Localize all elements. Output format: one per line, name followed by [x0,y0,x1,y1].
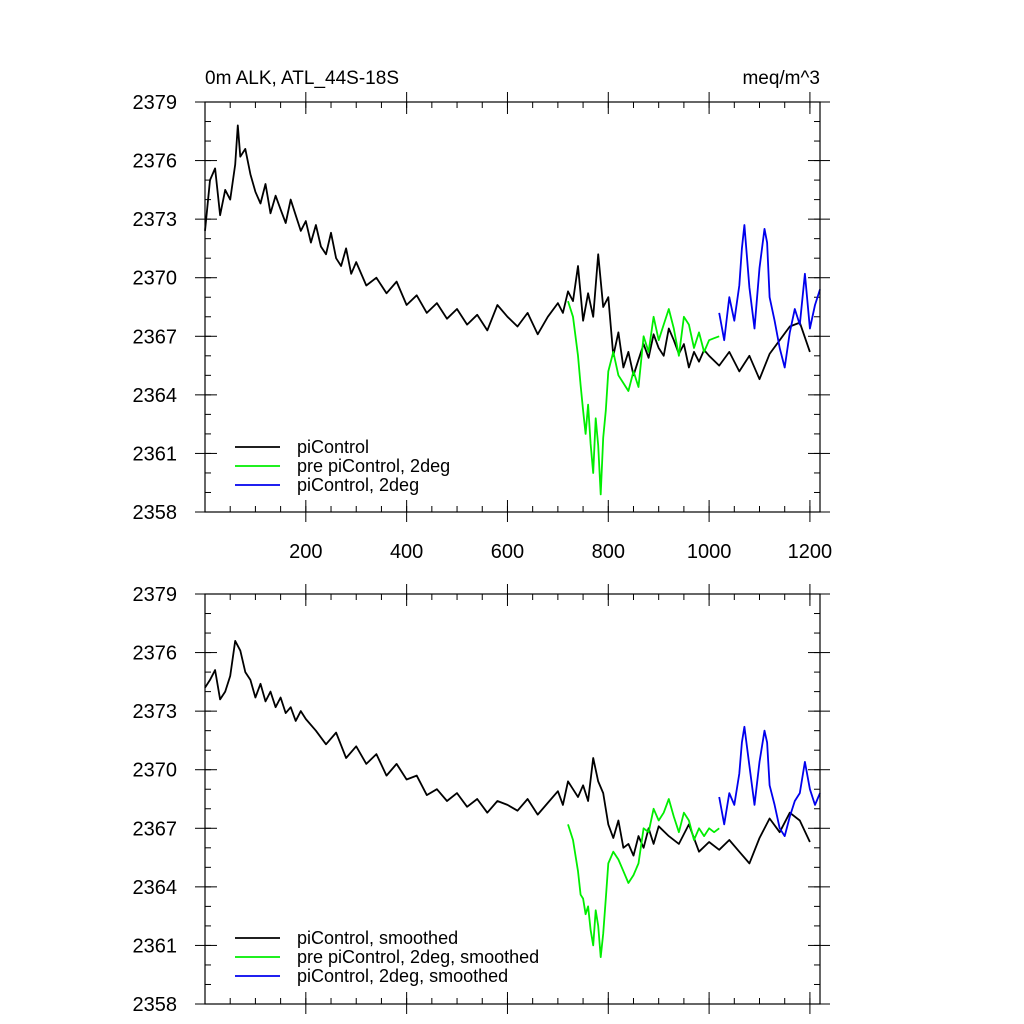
top-y-tick-label: 2367 [133,326,178,348]
bottom-y-tick-label: 2358 [133,994,178,1016]
bottom-y-tick-label: 2376 [133,643,178,665]
top-x-tick-label: 1000 [687,541,732,563]
chart-units: meq/m^3 [742,68,820,89]
bottom-legend-label-picontrol-2deg-smoothed: piControl, 2deg, smoothed [297,966,508,986]
bottom-y-tick-label: 2367 [133,818,178,840]
bottom-panel: 2358 2361 2364 2367 2370 2373 2376 2379 piContro… [133,584,830,1016]
top-series-picontrol [204,124,811,381]
top-legend-label-picontrol-2deg: piControl, 2deg [297,475,419,495]
bottom-legend-label-picontrol-smoothed: piControl, smoothed [297,928,458,948]
top-legend-label-picontrol: piControl [297,437,369,457]
top-y-tick-label: 2370 [133,268,178,290]
top-y-tick-label: 2358 [133,502,178,524]
top-x-tick-label: 1200 [788,541,833,563]
bottom-y-tick-label: 2364 [133,877,178,899]
chart-title: 0m ALK, ATL_44S-18S [205,68,399,89]
bottom-y-tick-label: 2373 [133,701,178,723]
top-y-tick-label: 2379 [133,92,178,114]
bottom-series-picontrol-2deg-smoothed [718,725,821,837]
bottom-y-tick-label: 2379 [133,584,178,606]
top-series-pre-picontrol-2deg [567,300,720,496]
top-x-tick-label: 600 [491,541,524,563]
bottom-series-pre-picontrol-2deg-smoothed [567,798,720,958]
top-panel: 2358 2361 2364 2367 2370 2373 2376 2379 200 400 60… [133,92,833,563]
top-series-picontrol-2deg [718,224,821,369]
top-x-tick-label: 200 [289,541,322,563]
top-y-tick-label: 2373 [133,209,178,231]
bottom-series-picontrol-smoothed [204,640,811,865]
bottom-y-tick-label: 2370 [133,760,178,782]
bottom-y-tick-label: 2361 [133,935,178,957]
top-y-tick-label: 2361 [133,443,178,465]
top-y-tick-label: 2376 [133,151,178,173]
top-plot-frame [204,101,821,513]
bottom-plot-frame [204,593,821,1005]
top-x-tick-label: 800 [592,541,625,563]
top-y-tick-label: 2364 [133,385,178,407]
top-x-tick-label: 400 [390,541,423,563]
top-legend-label-pre-picontrol-2deg: pre piControl, 2deg [297,456,450,476]
bottom-legend-label-pre-picontrol-2deg-smoothed: pre piControl, 2deg, smoothed [297,947,539,967]
